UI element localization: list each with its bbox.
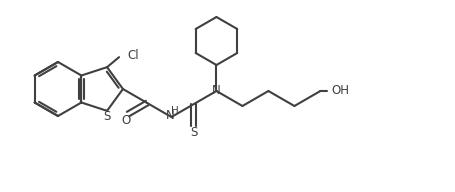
Text: N: N <box>212 84 220 98</box>
Text: S: S <box>103 110 111 123</box>
Text: O: O <box>121 114 131 127</box>
Text: S: S <box>190 127 197 140</box>
Text: H: H <box>170 106 178 116</box>
Text: N: N <box>166 109 174 122</box>
Text: OH: OH <box>331 84 349 98</box>
Text: Cl: Cl <box>127 49 138 62</box>
